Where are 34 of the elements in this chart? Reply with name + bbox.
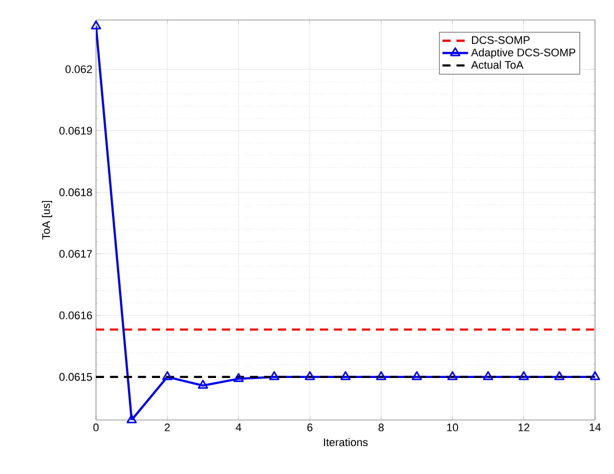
legend-label: Adaptive DCS-SOMP — [471, 48, 576, 59]
y-tick-label: 0.0615 — [59, 373, 92, 381]
point — [518, 371, 529, 380]
x-axis-title: Iterations — [324, 438, 368, 446]
point — [233, 373, 244, 382]
point — [90, 20, 102, 30]
y-tick-label: 0.0619 — [59, 126, 92, 135]
point — [412, 371, 422, 380]
x-tick-label: 8 — [378, 424, 384, 432]
point — [554, 371, 564, 380]
y-tick-label: 0.0617 — [59, 250, 92, 258]
point — [269, 371, 280, 380]
y-tick-label: 0.0616 — [59, 312, 92, 320]
point — [376, 371, 386, 380]
y-tick-label: 0.062 — [65, 65, 92, 74]
point — [340, 371, 351, 380]
y-tick-label: 0.0618 — [59, 188, 92, 196]
x-tick-label: 6 — [307, 424, 312, 432]
legend-label: DCS-SOMP — [472, 36, 530, 44]
x-tick-label: 0 — [93, 424, 99, 432]
point — [482, 371, 494, 380]
point — [304, 371, 315, 380]
x-tick-label: 2 — [164, 424, 170, 432]
x-tick-label: 4 — [236, 424, 242, 432]
y-axis-title: ToA [us] — [42, 200, 52, 240]
point — [162, 371, 172, 380]
point — [126, 414, 137, 424]
legend-label: Actual ToA — [471, 60, 524, 69]
point — [447, 371, 458, 380]
x-tick-label: 14 — [590, 424, 601, 432]
point — [590, 371, 600, 380]
point — [198, 380, 208, 389]
x-tick-label: 10 — [447, 424, 458, 432]
x-tick-label: 12 — [518, 424, 530, 432]
